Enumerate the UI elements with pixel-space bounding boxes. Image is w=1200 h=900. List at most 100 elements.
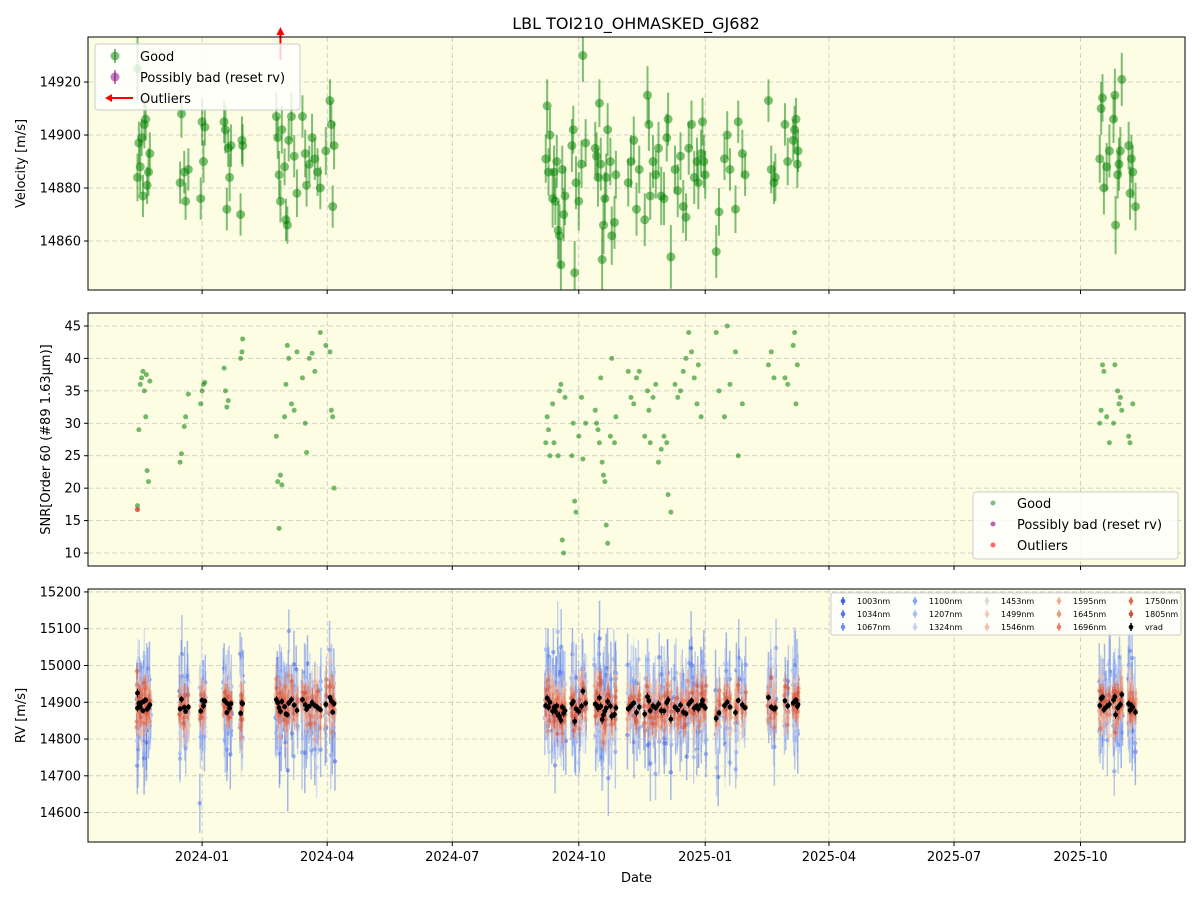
velocity-point [581,138,591,148]
band-point [717,702,723,708]
band-point [651,715,657,721]
band-point [733,767,738,772]
band-point [782,688,787,693]
band-point [1132,691,1138,696]
velocity-point [275,196,285,206]
band-point [555,685,560,691]
band-point [634,727,640,732]
band-point [1110,733,1115,738]
band-point [703,751,709,757]
band-point [570,652,575,657]
band-point [332,669,337,675]
band-point [650,732,656,737]
snr-point [599,459,605,465]
velocity-point [271,111,281,121]
snr-point [636,368,642,374]
snr-point [328,407,334,413]
snr-point [576,433,582,439]
band-point [767,681,772,687]
band-point [1101,714,1106,720]
band-point [665,671,670,676]
band-point [1128,690,1133,695]
band-point [691,754,696,760]
band-point [795,713,800,718]
velocity-point [138,191,148,201]
velocity-point [763,96,773,106]
snr-point [1100,362,1106,368]
band-point [229,709,234,714]
band-point [716,721,721,726]
snr-point [178,451,184,457]
band-point [135,747,141,752]
x-tick-label: 2024-07 [425,850,479,865]
band-point [768,716,774,721]
band-point [1101,675,1106,680]
band-point [286,673,291,678]
band-point [1131,686,1136,691]
band-point [329,722,335,728]
snr-point [294,349,300,355]
band-point [680,732,685,737]
band-point [645,725,651,730]
velocity-point [725,164,735,174]
band-point [555,629,560,634]
band-point [284,719,290,725]
velocity-point [634,164,644,174]
band-point [304,696,310,701]
band-point [225,731,230,736]
snr-point [199,388,205,394]
band-point [1098,726,1103,731]
band-point [323,726,328,732]
band-point [642,728,648,733]
band-point [599,755,605,760]
band-point [1114,718,1119,723]
snr-point [1126,433,1132,439]
snr-point [327,349,333,355]
band-point [668,770,674,775]
band-point [732,701,738,706]
axes-frame [87,312,1186,567]
snr-point [1098,407,1104,413]
velocity-point [597,255,607,265]
band-point [179,651,185,657]
velocity-point [722,130,732,140]
band-point [716,725,721,730]
band-point [543,716,548,722]
band-point [198,734,203,740]
band-point [1127,648,1133,654]
snr-outlier-point [134,507,140,513]
chart-title: LBL TOI210_OHMASKED_GJ682 [512,14,760,34]
band-point [608,677,614,682]
band-point [653,679,658,685]
velocity-point [1110,90,1120,100]
band-point [544,670,549,675]
band-point [283,684,288,690]
velocity-point [697,117,707,127]
snr-point [185,391,191,397]
band-point [551,649,556,655]
axes-frame [87,36,1186,291]
band-point [650,721,655,726]
snr-point [768,349,774,355]
band-point [717,689,722,694]
band-point [561,700,567,706]
band-point [546,749,552,755]
snr-point [642,433,648,439]
y-tick-label: 14900 [40,696,81,711]
band-point [200,677,206,683]
snr-point [665,492,671,498]
snr-point [647,440,653,446]
snr-point [279,482,285,488]
velocity-point [280,162,290,172]
band-point [295,723,300,729]
band-point [1128,680,1134,685]
band-point [702,714,707,720]
y-tick-label: 15200 [40,585,81,600]
band-point [1097,716,1102,721]
snr-point [628,394,634,400]
band-point [552,714,557,719]
band-point [323,714,328,719]
snr-point [282,414,288,420]
band-point [203,729,208,735]
